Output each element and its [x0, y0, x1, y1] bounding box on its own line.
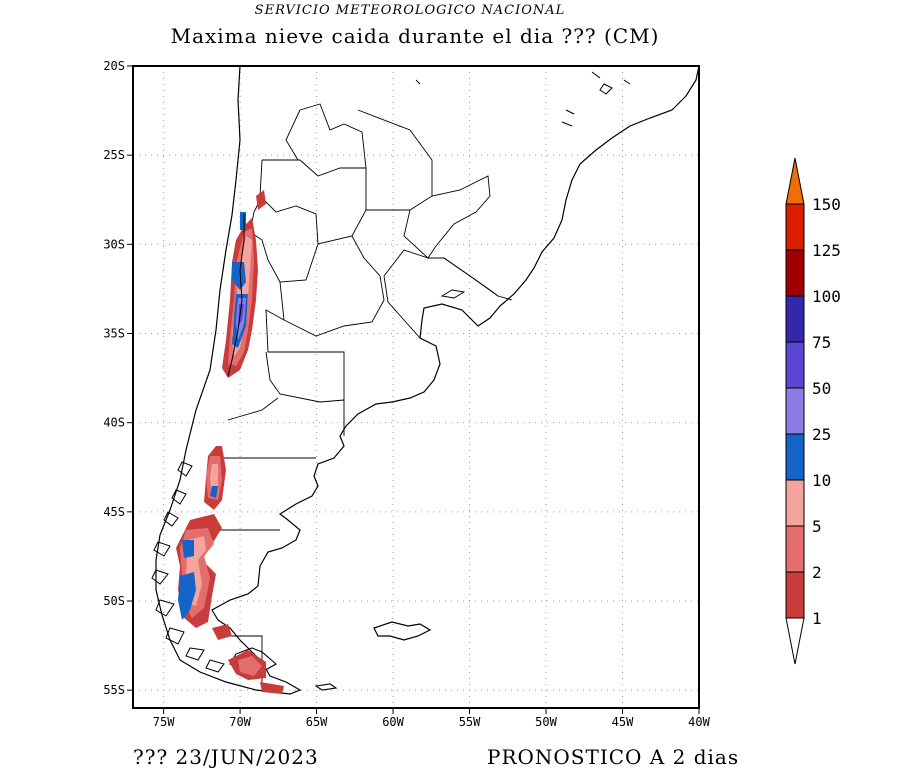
colorbar-level-label: 5: [812, 517, 822, 536]
map-content: [151, 66, 699, 695]
lon-tick-label: 65W: [306, 715, 328, 729]
lat-tick-label: 40S: [103, 416, 125, 430]
colorbar-segment: [785, 295, 805, 343]
lat-tick-label: 30S: [103, 237, 125, 251]
brazil-islands: [415, 71, 631, 127]
colorbar-top-arrow: [785, 157, 805, 205]
footer-forecast: PRONOSTICO A 2 dias: [487, 745, 740, 769]
lon-tick-label: 75W: [153, 715, 175, 729]
lat-tick-label: 20S: [103, 59, 125, 73]
agency-name: SERVICIO METEOROLOGICO NACIONAL: [254, 3, 566, 18]
lon-tick-label: 70W: [229, 715, 251, 729]
colorbar-segment: [785, 341, 805, 389]
colorbar-segment: [785, 525, 805, 573]
footer-date: ??? 23/JUN/2023: [133, 745, 319, 769]
lon-tick-label: 50W: [535, 715, 557, 729]
snowfall-1-2cm: [176, 190, 284, 694]
colorbar-segment: [785, 479, 805, 527]
map-frame: [132, 65, 700, 709]
lat-tick-label: 50S: [103, 594, 125, 608]
lon-tick-label: 45W: [612, 715, 634, 729]
lat-tick-label: 55S: [103, 683, 125, 697]
lat-tick-label: 45S: [103, 505, 125, 519]
lat-tick-label: 25S: [103, 148, 125, 162]
colorbar-level-label: 10: [812, 471, 831, 490]
colorbar-level-label: 150: [812, 195, 841, 214]
chile-archipelago: [151, 461, 225, 673]
province-borders: [214, 103, 499, 690]
colorbar-level-label: 125: [812, 241, 841, 260]
colorbar-segment: [785, 387, 805, 435]
coastline: [155, 66, 699, 695]
colorbar-bottom-arrow: [785, 617, 805, 665]
colorbar-level-label: 2: [812, 563, 822, 582]
colorbar-segment: [785, 571, 805, 619]
lon-tick-label: 40W: [688, 715, 710, 729]
lat-lon-grid: [133, 65, 700, 708]
falkland-islands: [373, 621, 432, 641]
latitude-tick-labels: 20S 25S 30S 35S 40S 45S 50S 55S: [103, 59, 133, 697]
andes-ridge-line: [227, 214, 245, 377]
colorbar-segment: [785, 249, 805, 297]
snowfall-5-10cm: [186, 236, 252, 606]
uruguay-border: [440, 257, 513, 301]
colorbar-level-label: 75: [812, 333, 831, 352]
colorbar-segment: [785, 433, 805, 481]
map-title: Maxima nieve caida durante el dia ??? (C…: [170, 24, 660, 48]
colorbar-level-label: 25: [812, 425, 831, 444]
lat-tick-label: 35S: [103, 327, 125, 341]
colorbar-segment: [785, 203, 805, 251]
colorbar-level-label: 50: [812, 379, 831, 398]
longitude-tick-labels: 75W 70W 65W 60W 55W 50W 45W 40W: [153, 708, 711, 729]
lon-tick-label: 60W: [382, 715, 404, 729]
colorbar-level-label: 1: [812, 609, 822, 628]
colorbar-level-label: 100: [812, 287, 841, 306]
lon-tick-label: 55W: [459, 715, 481, 729]
